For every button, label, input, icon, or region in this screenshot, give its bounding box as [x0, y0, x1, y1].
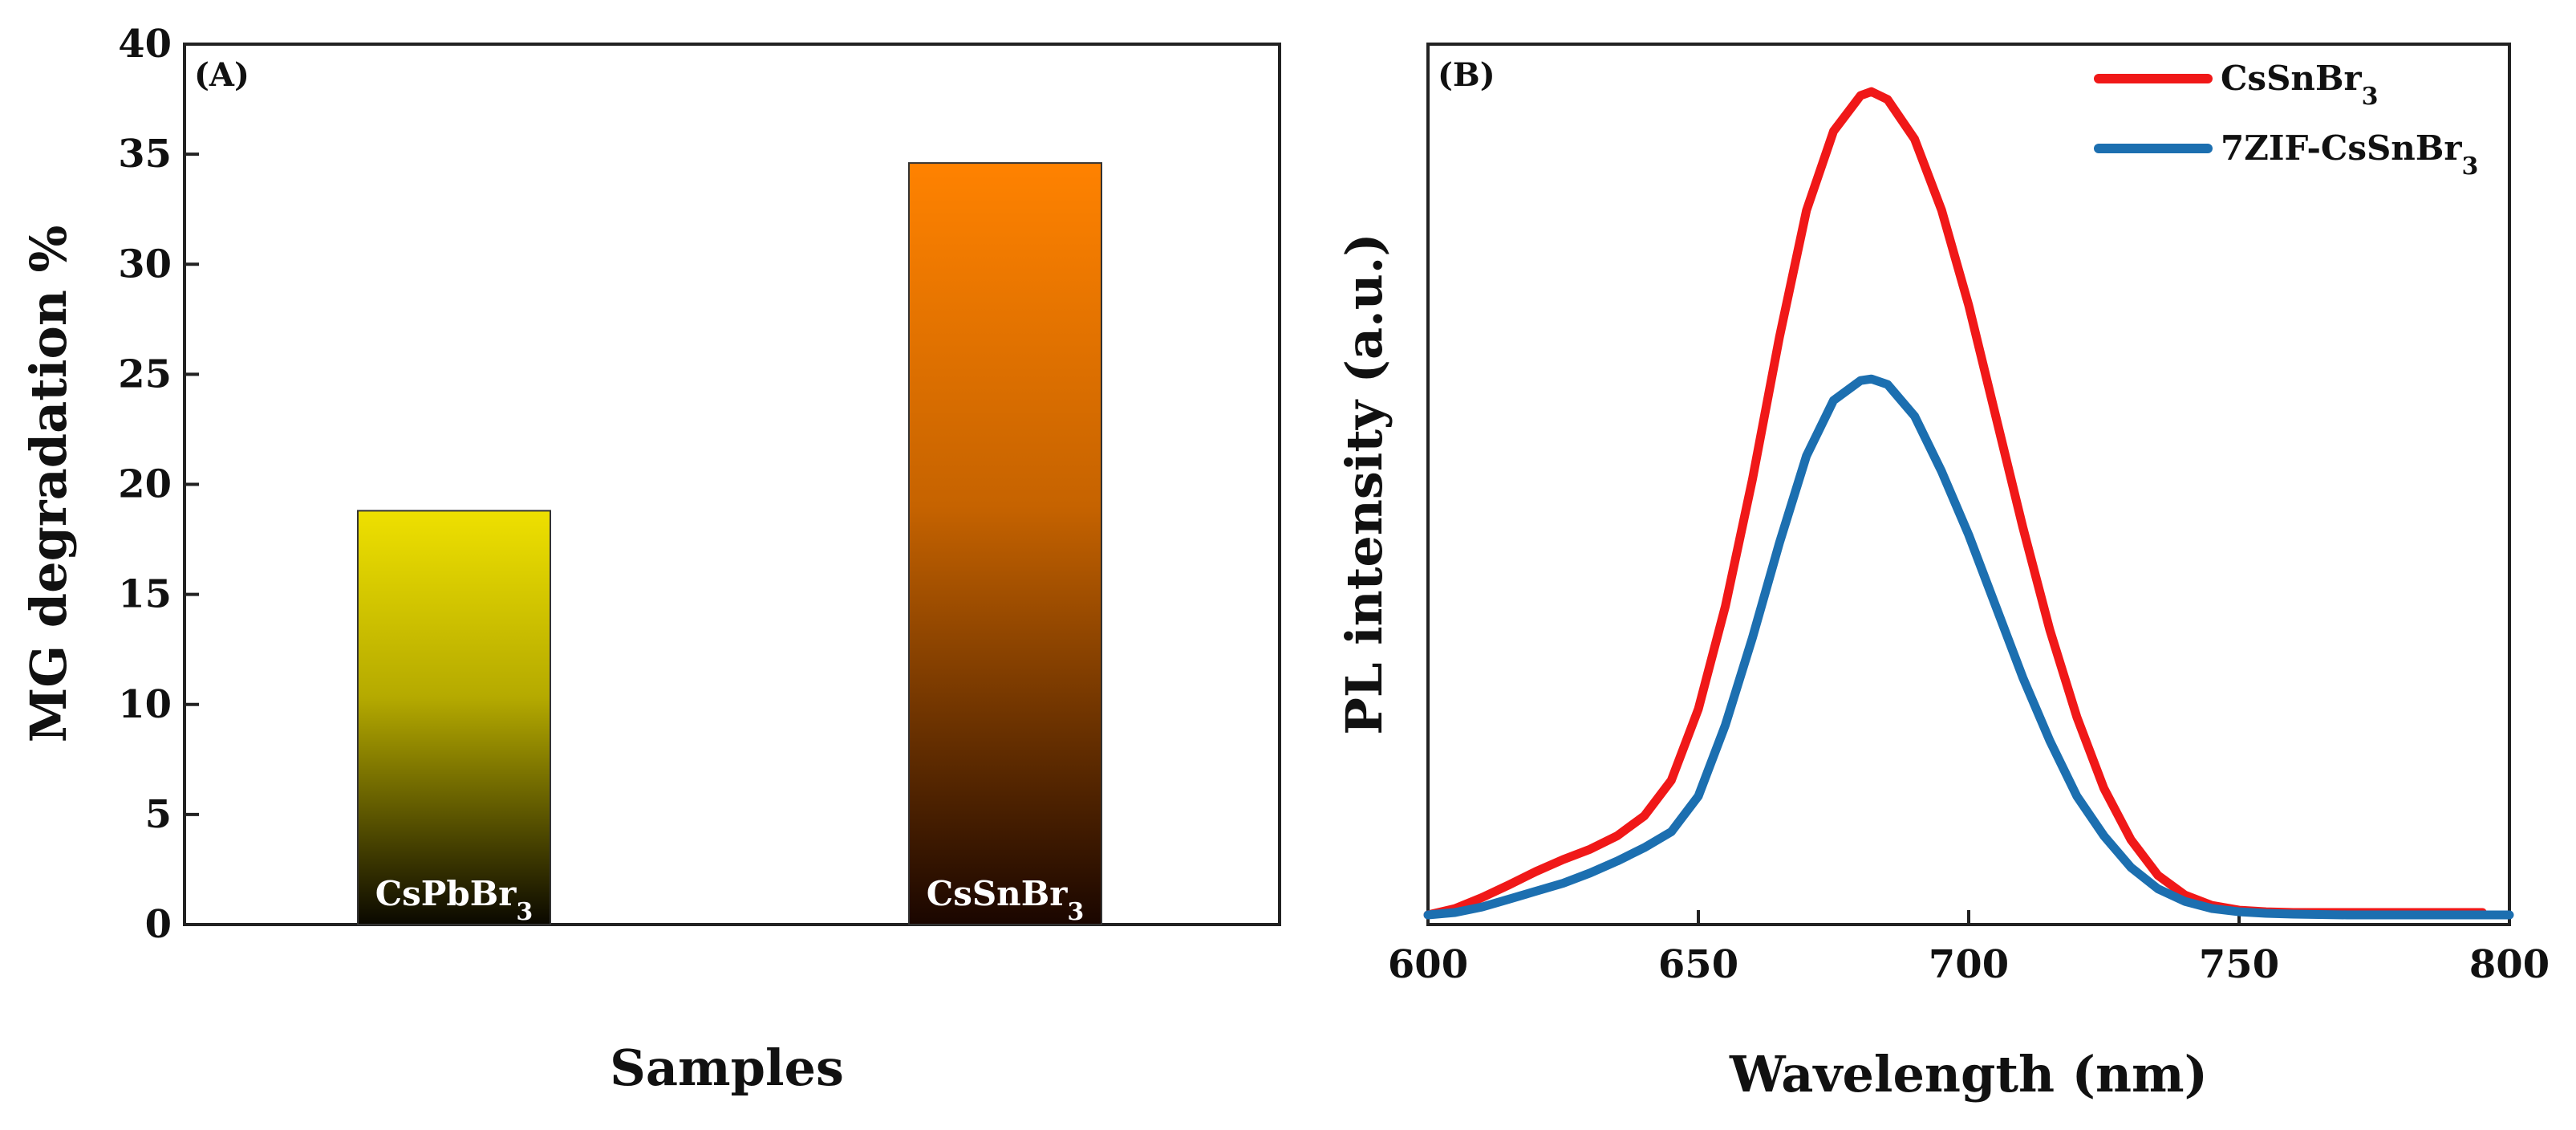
panel-b-y-axis-label: PL intensity (a.u.): [1335, 233, 1393, 734]
x-tick-label: 800: [2469, 942, 2550, 987]
panel-b-x-axis-label: Wavelength (nm): [1729, 1045, 2208, 1104]
panel-a-y-ticks: 0 5 10 15 20 25 30 35 40: [118, 22, 199, 947]
panel-a-bars: CsPbBr3 CsSnBr3: [357, 162, 1102, 926]
panel-a-bar-chart: (A) 0 5 10 15 20 25 30 35 40 CsPbBr3 CsSnBr3 MG d…: [19, 22, 1281, 1097]
y-tick-label: 10: [118, 682, 172, 727]
y-tick-label: 15: [118, 572, 172, 617]
panel-b-label: (B): [1438, 56, 1495, 94]
legend-label-CsSnBr3: CsSnBr3: [2221, 59, 2378, 111]
panel-a-label: (A): [194, 56, 249, 94]
panel-b-line-chart: (B) 600 650 700 750 800 CsSnBr37ZIF-CsSnBr3 …: [1335, 43, 2550, 1104]
y-tick-label: 35: [118, 132, 172, 177]
y-tick-label: 30: [118, 242, 172, 287]
y-tick-label: 40: [118, 22, 172, 67]
series-line-7ZIF-CsSnBr3: [1423, 374, 2514, 920]
panel-b-x-ticks: 600 650 700 750 800: [1388, 910, 2550, 987]
x-tick-label: 600: [1388, 942, 1468, 987]
panel-a-x-axis-label: Samples: [610, 1039, 844, 1097]
panel-a-plot-frame: [183, 43, 1281, 926]
legend-label-7ZIF-CsSnBr3: 7ZIF-CsSnBr3: [2221, 128, 2478, 181]
panel-b-series: [1423, 87, 2514, 920]
y-tick-label: 0: [145, 902, 172, 947]
y-tick-label: 5: [145, 792, 172, 837]
x-tick-label: 650: [1658, 942, 1738, 987]
y-tick-label: 25: [118, 352, 172, 396]
panel-b-plot-frame: [1426, 43, 2511, 926]
x-tick-label: 700: [1929, 942, 2009, 987]
bar-CsSnBr3: [908, 162, 1102, 926]
bar-CsPbBr3: [357, 510, 551, 925]
panel-b-legend: CsSnBr3 7ZIF-CsSnBr3: [2094, 59, 2478, 181]
x-tick-label: 750: [2199, 942, 2279, 987]
panel-a-y-axis-label: MG degradation %: [19, 226, 78, 743]
y-tick-label: 20: [118, 462, 172, 507]
